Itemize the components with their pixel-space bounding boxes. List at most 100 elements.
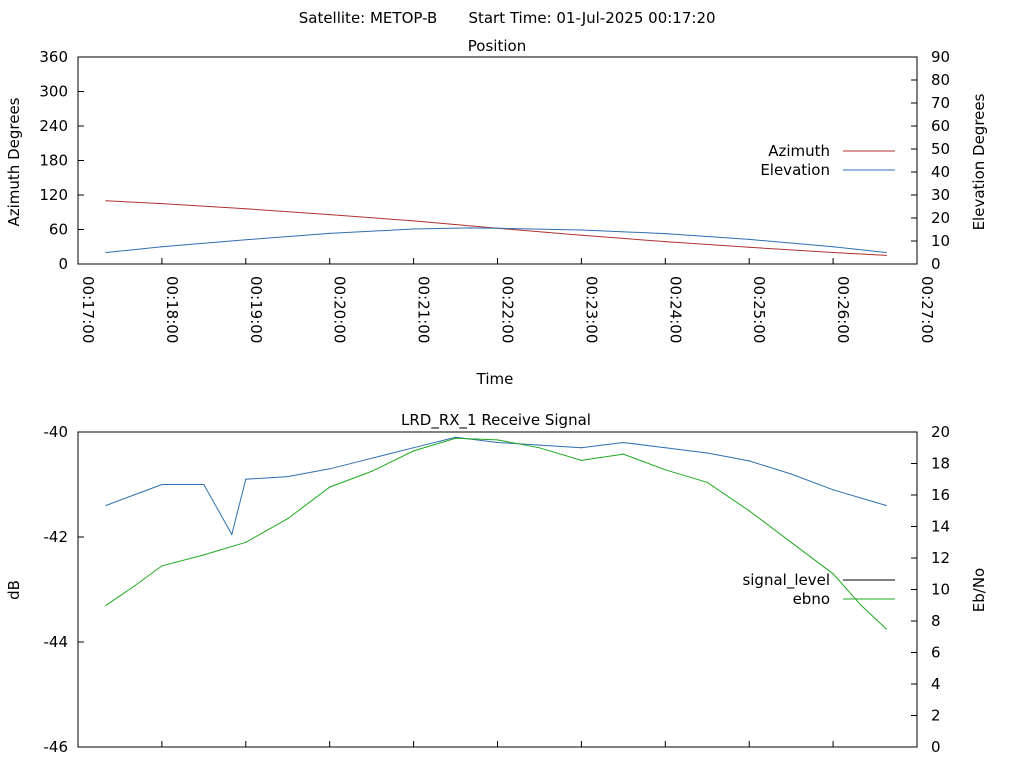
receive-point-signal-level [790, 473, 792, 475]
position-x-tick-label: 00:17:00 [79, 276, 97, 343]
position-ticks: 0 60 120 180 240 300 360 0 10 20 30 40 50 60 70 80 90 00:… [39, 48, 950, 343]
receive-point-ebno [105, 604, 107, 606]
receive-right-tick-label: 14 [931, 518, 950, 536]
receive-point-ebno [860, 604, 862, 606]
receive-left-tick-label: -46 [44, 738, 69, 756]
position-point-azimuth [329, 214, 331, 216]
receive-point-ebno [706, 481, 708, 483]
receive-point-signal-level [413, 447, 415, 449]
position-series [105, 200, 887, 256]
position-point-elevation [832, 246, 834, 248]
position-legend: Azimuth Elevation [760, 142, 895, 179]
position-point-elevation [245, 239, 247, 241]
receive-right-tick-label: 20 [931, 423, 950, 441]
receive-left-tick-label: -42 [44, 528, 69, 546]
receive-point-signal-level [832, 489, 834, 491]
position-x-tick-label: 00:23:00 [582, 276, 600, 343]
receive-right-tick-label: 10 [931, 581, 950, 599]
receive-point-signal-level [287, 476, 289, 478]
position-point-elevation [885, 251, 887, 254]
position-x-tick-label: 00:21:00 [415, 276, 433, 343]
position-x-tick-label: 00:19:00 [247, 276, 265, 343]
receive-point-ebno [885, 628, 887, 630]
receive-point-ebno [790, 541, 792, 543]
receive-point-signal-level [231, 533, 233, 536]
receive-signal-title: LRD_RX_1 Receive Signal [401, 411, 591, 430]
receive-point-signal-level [748, 460, 750, 462]
azimuth-axis-label: Azimuth Degrees [5, 97, 23, 226]
position-point-elevation [105, 251, 107, 254]
receive-point-signal-level [140, 491, 142, 493]
position-left-tick-label: 180 [39, 152, 68, 170]
receive-ticks: -46 -44 -42 -40 0 2 4 6 8 10 12 14 16 18 20 [44, 423, 951, 756]
position-left-tick-label: 120 [39, 186, 68, 204]
position-x-tick-label: 00:22:00 [499, 276, 517, 343]
position-right-tick-label: 40 [931, 163, 950, 181]
position-point-azimuth [413, 220, 415, 222]
receive-point-ebno [329, 486, 331, 488]
receive-point-ebno [203, 554, 205, 556]
position-left-tick-label: 0 [58, 255, 68, 273]
receive-series [105, 436, 887, 630]
position-x-axis-label: Time [476, 370, 514, 388]
satellite-label: Satellite: METOP-B [299, 9, 438, 27]
receive-point-ebno [161, 565, 163, 567]
position-right-tick-label: 20 [931, 209, 950, 227]
legend-signal-level-label: signal_level [742, 571, 830, 590]
receive-point-signal-level [580, 447, 583, 449]
receive-point-ebno [413, 450, 415, 452]
position-point-elevation [748, 238, 750, 240]
position-x-tick-label: 00:20:00 [331, 276, 349, 343]
db-axis-label: dB [5, 580, 23, 600]
receive-point-signal-level [105, 504, 107, 507]
position-point-elevation [161, 246, 163, 248]
receive-right-tick-label: 18 [931, 455, 950, 473]
receive-point-ebno [133, 585, 135, 588]
position-point-azimuth [664, 241, 666, 243]
position-point-elevation [496, 227, 499, 229]
position-left-tick-label: 60 [49, 221, 68, 239]
position-left-tick-label: 240 [39, 117, 68, 135]
position-right-tick-label: 30 [931, 186, 950, 204]
receive-point-signal-level [664, 447, 666, 449]
receive-point-signal-level [371, 457, 373, 459]
legend-azimuth-label: Azimuth [768, 142, 830, 160]
receive-point-signal-level [245, 478, 247, 480]
position-right-tick-label: 0 [931, 255, 941, 273]
receive-point-ebno [245, 541, 247, 543]
receive-point-signal-level [329, 468, 331, 470]
receive-point-signal-level [203, 483, 205, 486]
position-series-elevation [105, 227, 887, 253]
legend-ebno-label: ebno [793, 590, 830, 608]
position-x-tick-label: 00:27:00 [918, 276, 936, 343]
receive-point-signal-level [496, 441, 499, 444]
receive-left-tick-label: -44 [44, 633, 69, 651]
receive-point-signal-level [161, 483, 163, 486]
position-point-elevation [329, 232, 331, 234]
receive-point-signal-level [119, 499, 121, 501]
receive-right-tick-label: 8 [931, 612, 941, 630]
position-right-tick-label: 10 [931, 232, 950, 250]
receive-point-signal-level [455, 436, 457, 438]
receive-point-ebno [622, 453, 625, 455]
position-x-tick-label: 00:18:00 [163, 276, 181, 343]
receive-point-ebno [496, 439, 499, 441]
receive-legend: signal_level ebno [742, 571, 895, 608]
position-point-azimuth [885, 254, 887, 256]
ebno-axis-label: Eb/No [970, 568, 988, 612]
position-right-tick-label: 80 [931, 71, 950, 89]
elevation-axis-label: Elevation Degrees [970, 93, 988, 230]
position-point-azimuth [161, 203, 163, 205]
position-point-azimuth [105, 200, 107, 202]
receive-series-signal-level [105, 436, 887, 536]
position-point-elevation [580, 229, 583, 231]
position-point-azimuth [748, 246, 750, 248]
position-left-tick-label: 360 [39, 48, 68, 66]
position-left-tick-label: 300 [39, 83, 68, 101]
legend-elevation-label: Elevation [760, 161, 830, 179]
receive-left-tick-label: -40 [44, 423, 69, 441]
receive-point-ebno [371, 470, 373, 472]
position-title: Position [468, 37, 526, 55]
receive-point-ebno [832, 573, 834, 575]
